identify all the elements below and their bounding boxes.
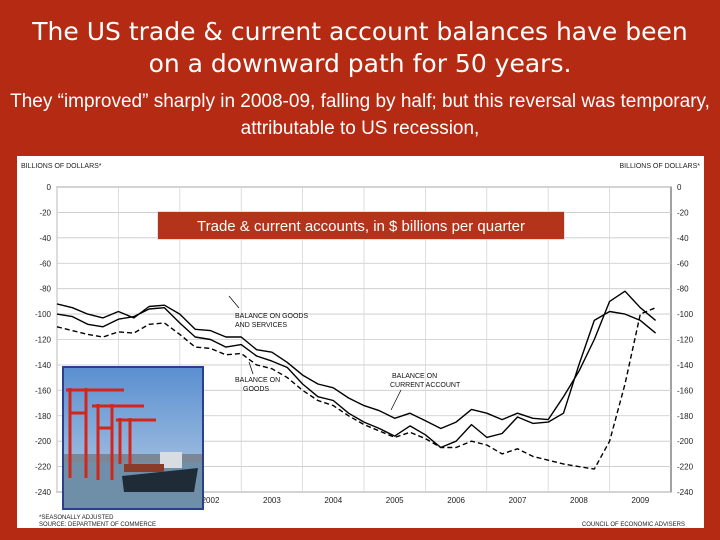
y-tick-left-4: -80 xyxy=(39,285,51,294)
y-tick-right-6: -120 xyxy=(677,336,694,345)
footnote-left-1: *SEASONALLY ADJUSTED xyxy=(39,515,114,521)
y-tick-right-0: 0 xyxy=(677,183,682,192)
annotation-current-1: BALANCE ON xyxy=(392,373,437,380)
annotation-goods-2: GOODS xyxy=(243,386,269,393)
port-cranes-photo xyxy=(62,366,204,510)
y-tick-left-9: -180 xyxy=(35,412,52,421)
y-tick-left-0: 0 xyxy=(47,183,52,192)
annotation-goods-services-arrow xyxy=(228,295,240,309)
y-tick-left-1: -20 xyxy=(39,208,51,217)
x-tick-2: 2002 xyxy=(202,496,220,505)
footnote-left-2: SOURCE: DEPARTMENT OF COMMERCE xyxy=(39,522,156,528)
y-tick-left-12: -240 xyxy=(35,488,52,497)
title-block: The US trade & current account balances … xyxy=(0,0,720,156)
series-line-1 xyxy=(56,307,656,470)
annotation-goods-services-2: AND SERVICES xyxy=(235,322,287,329)
y-tick-right-1: -20 xyxy=(677,208,689,217)
y-tick-right-9: -180 xyxy=(677,412,694,421)
y-axis-label-right: BILLIONS OF DOLLARS* xyxy=(619,163,700,170)
y-tick-right-10: -200 xyxy=(677,437,694,446)
x-tick-5: 2005 xyxy=(386,496,404,505)
x-tick-3: 2003 xyxy=(263,496,281,505)
y-tick-right-5: -100 xyxy=(677,310,694,319)
y-tick-left-6: -120 xyxy=(35,336,52,345)
y-tick-left-10: -200 xyxy=(35,437,52,446)
y-tick-left-2: -40 xyxy=(39,234,51,243)
y-tick-left-7: -140 xyxy=(35,361,52,370)
y-tick-left-8: -160 xyxy=(35,386,52,395)
y-tick-right-2: -40 xyxy=(677,234,689,243)
annotation-goods-1: BALANCE ON xyxy=(235,377,280,384)
y-tick-left-5: -100 xyxy=(35,310,52,319)
annotation-current-arrow xyxy=(390,389,402,411)
y-tick-right-8: -160 xyxy=(677,386,694,395)
y-tick-left-11: -220 xyxy=(35,463,52,472)
y-tick-right-3: -60 xyxy=(677,259,689,268)
y-tick-right-4: -80 xyxy=(677,285,689,294)
x-tick-6: 2006 xyxy=(447,496,465,505)
y-tick-right-12: -240 xyxy=(677,488,694,497)
footnote-right: COUNCIL OF ECONOMIC ADVISERS xyxy=(582,522,685,528)
series-line-2 xyxy=(56,306,657,449)
annotation-current-2: CURRENT ACCOUNT xyxy=(390,382,461,389)
annotation-goods-arrow xyxy=(248,361,254,375)
annotation-goods-services-1: BALANCE ON GOODS xyxy=(235,313,308,320)
x-tick-8: 2008 xyxy=(570,496,588,505)
x-tick-4: 2004 xyxy=(324,496,342,505)
y-tick-right-7: -140 xyxy=(677,361,694,370)
y-tick-right-11: -220 xyxy=(677,463,694,472)
slide-title: The US trade & current account balances … xyxy=(32,17,688,78)
y-axis-label-left: BILLIONS OF DOLLARS* xyxy=(21,163,102,170)
series-line-0 xyxy=(56,290,657,430)
x-tick-7: 2007 xyxy=(509,496,527,505)
chart-caption: Trade & current accounts, in $ billions … xyxy=(157,211,565,240)
x-tick-9: 2009 xyxy=(631,496,649,505)
y-tick-left-3: -60 xyxy=(39,259,51,268)
slide-subtitle: They “improved” sharply in 2008-09, fall… xyxy=(10,91,710,139)
